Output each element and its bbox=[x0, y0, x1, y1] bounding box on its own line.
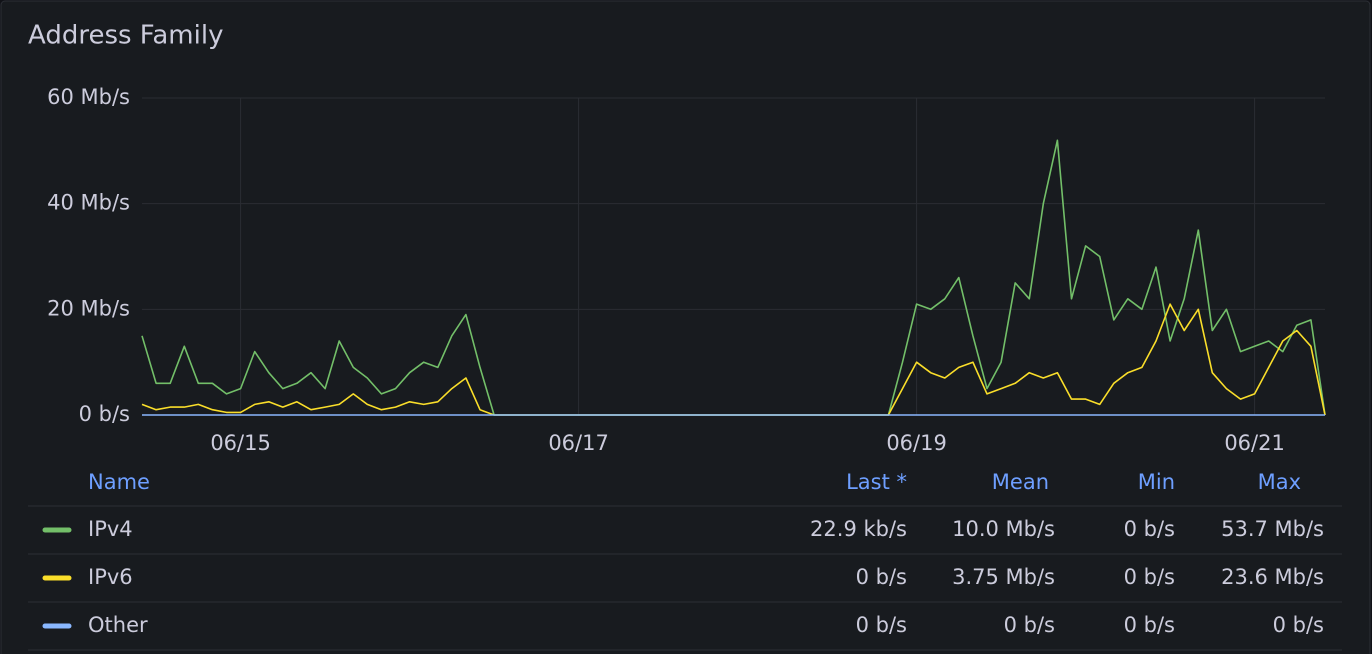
legend-header: Mean bbox=[992, 470, 1049, 494]
legend-stat: 53.7 Mb/s bbox=[1221, 517, 1324, 541]
legend-stat: 23.6 Mb/s bbox=[1221, 565, 1324, 589]
x-tick-label: 06/21 bbox=[1224, 431, 1285, 455]
legend-stat: 0 b/s bbox=[1124, 517, 1175, 541]
x-tick-label: 06/17 bbox=[548, 431, 609, 455]
legend-stat: 22.9 kb/s bbox=[810, 517, 907, 541]
legend-stat: 10.0 Mb/s bbox=[952, 517, 1055, 541]
legend-header: Min bbox=[1138, 470, 1175, 494]
legend-stat: 0 b/s bbox=[1004, 613, 1055, 637]
panel-title: Address Family bbox=[28, 21, 223, 51]
legend-name: IPv6 bbox=[88, 565, 133, 589]
legend-header: Name bbox=[88, 470, 150, 494]
legend-stat: 0 b/s bbox=[1273, 613, 1324, 637]
legend-header: Last * bbox=[846, 470, 907, 494]
legend-name: IPv4 bbox=[88, 517, 133, 541]
y-tick-label: 0 b/s bbox=[79, 402, 130, 426]
legend-stat: 0 b/s bbox=[1124, 565, 1175, 589]
legend-header: Max bbox=[1258, 470, 1301, 494]
legend-name: Other bbox=[88, 613, 148, 637]
legend-stat: 3.75 Mb/s bbox=[952, 565, 1055, 589]
legend-stat: 0 b/s bbox=[1124, 613, 1175, 637]
x-tick-label: 06/15 bbox=[210, 431, 271, 455]
legend-stat: 0 b/s bbox=[856, 613, 907, 637]
y-tick-label: 40 Mb/s bbox=[47, 191, 130, 215]
legend-stat: 0 b/s bbox=[856, 565, 907, 589]
y-tick-label: 60 Mb/s bbox=[47, 85, 130, 109]
y-tick-label: 20 Mb/s bbox=[47, 296, 130, 320]
x-tick-label: 06/19 bbox=[886, 431, 947, 455]
